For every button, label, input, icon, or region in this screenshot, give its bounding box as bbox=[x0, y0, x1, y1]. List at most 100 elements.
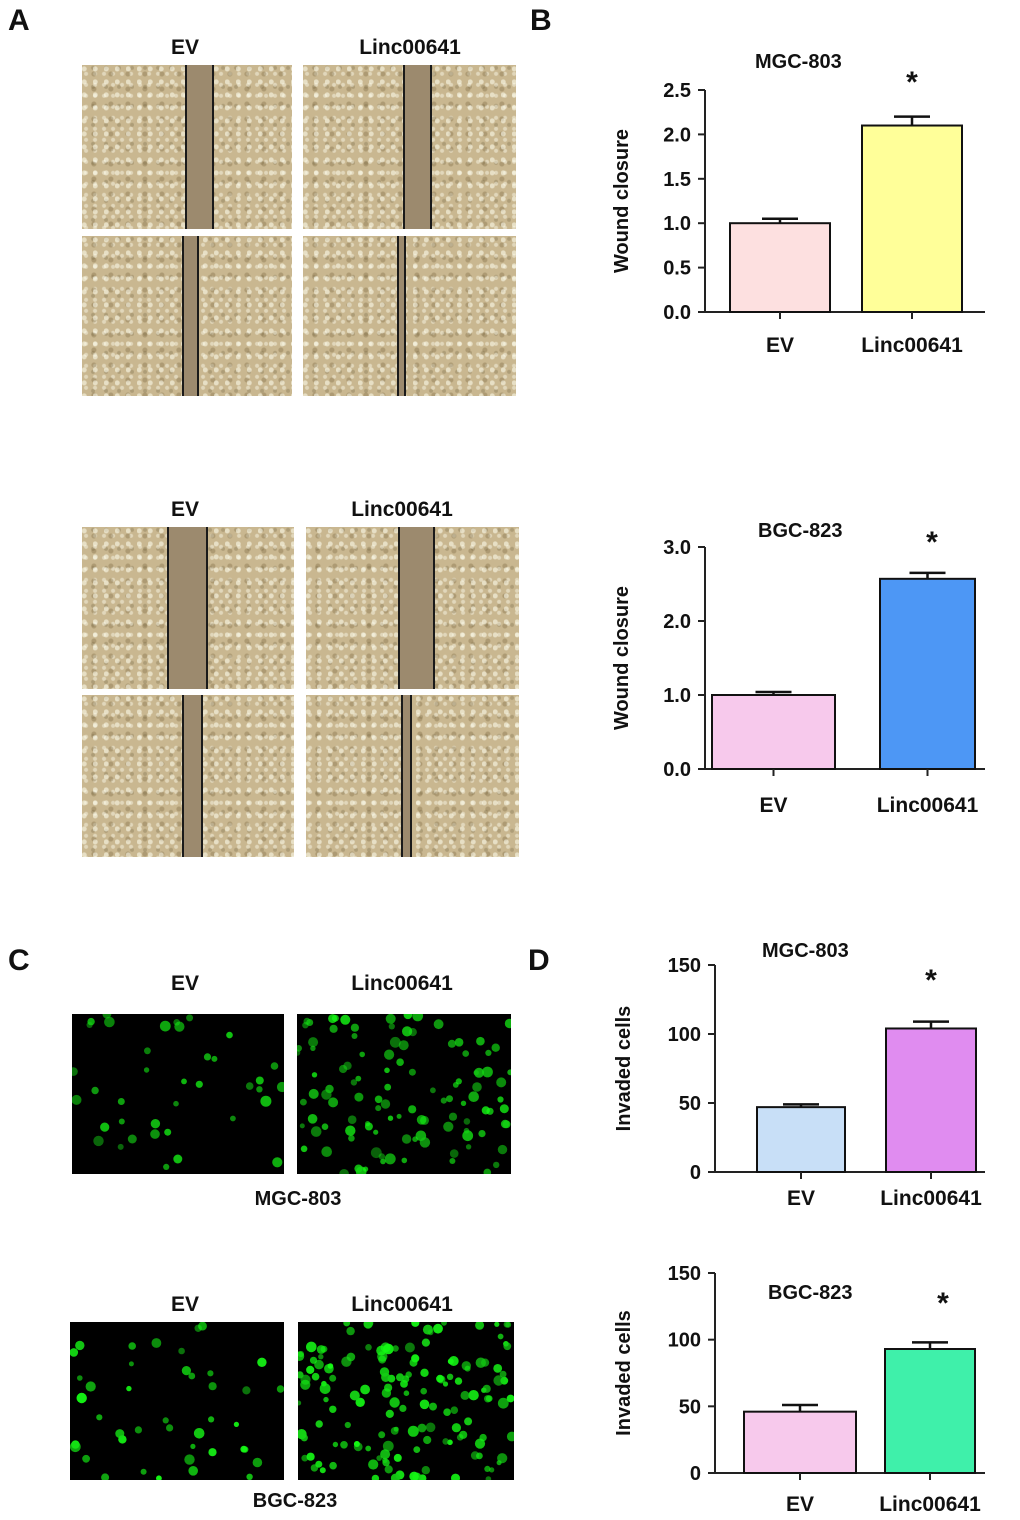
col-label-linc: Linc00641 bbox=[359, 36, 461, 59]
cell-dot bbox=[101, 1473, 110, 1480]
cell-line-label: MGC-803 bbox=[254, 1188, 342, 1210]
cell-dot bbox=[384, 1067, 390, 1074]
cell-dot bbox=[151, 1338, 162, 1348]
y-tick-label: 0 bbox=[690, 1162, 701, 1184]
cell-dot bbox=[460, 1100, 467, 1106]
cell-dot bbox=[348, 1135, 355, 1142]
col-label-linc: Linc00641 bbox=[351, 1293, 453, 1316]
cell-dot bbox=[96, 1414, 103, 1421]
cell-dot bbox=[491, 1043, 500, 1052]
cell-dot bbox=[396, 1373, 404, 1382]
cell-dot bbox=[70, 1348, 79, 1357]
cell-dot bbox=[443, 1408, 451, 1416]
cell-dot bbox=[134, 1426, 142, 1434]
cell-dot bbox=[371, 1474, 380, 1480]
cell-dot bbox=[308, 1037, 319, 1048]
cell-dot bbox=[355, 1397, 365, 1407]
cell-dot bbox=[455, 1078, 462, 1085]
cell-dot bbox=[507, 1069, 511, 1076]
cell-dot bbox=[355, 1075, 362, 1082]
bar bbox=[879, 577, 976, 770]
cell-dot bbox=[100, 1122, 110, 1132]
cell-dot bbox=[419, 1137, 431, 1148]
chart-wound-bgc: BGC-823 0.0 1.0 2.0 3.0 Wound closure EV Linc00… bbox=[590, 510, 1010, 825]
cell-dot bbox=[461, 1361, 471, 1371]
cell-dot bbox=[310, 1464, 319, 1472]
cell-dot bbox=[443, 1121, 454, 1132]
cell-dot bbox=[350, 1023, 359, 1032]
cell-dot bbox=[482, 1066, 493, 1078]
cell-dot bbox=[270, 1062, 279, 1070]
invasion-image-mgc-linc bbox=[297, 1014, 511, 1174]
cell-dot bbox=[465, 1144, 472, 1150]
bar bbox=[756, 1106, 846, 1173]
cell-dot bbox=[208, 1448, 217, 1457]
cell-dot bbox=[378, 1355, 387, 1364]
cell-dot bbox=[506, 1431, 514, 1442]
cell-dot bbox=[72, 1094, 82, 1105]
cell-dot bbox=[162, 1417, 169, 1424]
cell-dot bbox=[503, 1342, 512, 1351]
cell-dot bbox=[416, 1115, 427, 1125]
cell-dot bbox=[159, 1020, 171, 1032]
y-axis-label: Invaded cells bbox=[613, 1006, 635, 1132]
cell-line-label: BGC-823 bbox=[252, 1490, 338, 1512]
cell-dot bbox=[385, 1409, 394, 1418]
cell-dot bbox=[298, 1429, 307, 1440]
cell-dot bbox=[476, 1452, 483, 1460]
cell-dot bbox=[449, 1149, 459, 1158]
cell-dot bbox=[86, 1021, 93, 1028]
y-tick-label: 2.0 bbox=[663, 124, 691, 146]
cell-dot bbox=[346, 1352, 356, 1362]
cell-dot bbox=[164, 1128, 172, 1136]
cell-dot bbox=[384, 1465, 393, 1474]
cell-dot bbox=[403, 1014, 413, 1020]
cell-dot bbox=[87, 1017, 95, 1026]
col-label-ev: EV bbox=[170, 36, 199, 59]
cell-dot bbox=[339, 1169, 349, 1174]
cell-dot bbox=[327, 1363, 334, 1369]
y-axis-label: Wound closure bbox=[611, 586, 633, 730]
invasion-image-bgc-linc bbox=[298, 1322, 514, 1480]
cell-dot bbox=[325, 1084, 334, 1094]
cell-dot bbox=[126, 1385, 132, 1392]
bar bbox=[861, 124, 963, 313]
cell-dot bbox=[411, 1354, 420, 1363]
cell-dot bbox=[392, 1345, 399, 1352]
col-label-ev: EV bbox=[170, 972, 199, 995]
cell-dot bbox=[350, 1079, 358, 1086]
cell-dot bbox=[321, 1146, 332, 1157]
cell-dot bbox=[403, 1390, 410, 1396]
cell-dot bbox=[242, 1386, 251, 1395]
cell-dot bbox=[203, 1053, 212, 1061]
y-tick-label: 1.0 bbox=[663, 213, 691, 235]
cell-dot bbox=[380, 1099, 391, 1109]
cell-dot bbox=[378, 1431, 386, 1439]
cell-dot bbox=[173, 1019, 180, 1026]
significance-star: * bbox=[937, 1287, 949, 1320]
cell-dot bbox=[411, 1322, 420, 1327]
cell-dot bbox=[496, 1077, 507, 1088]
cell-dot bbox=[188, 1466, 198, 1476]
y-tick-label: 0.5 bbox=[663, 258, 691, 280]
invasion-image-bgc-ev bbox=[70, 1322, 284, 1480]
x-tick-label: EV bbox=[766, 334, 794, 357]
chart-title: BGC-823 bbox=[768, 1282, 852, 1304]
cell-dot bbox=[380, 1449, 391, 1460]
cell-dot bbox=[306, 1365, 315, 1374]
cell-dot bbox=[382, 1440, 394, 1452]
cell-dot bbox=[240, 1445, 248, 1453]
cell-dot bbox=[425, 1422, 436, 1433]
cell-dot bbox=[193, 1428, 205, 1439]
panel-letter-a: A bbox=[8, 4, 30, 37]
cell-dot bbox=[252, 1457, 263, 1468]
panel-letter-d: D bbox=[528, 944, 550, 977]
cell-dot bbox=[451, 1473, 460, 1480]
chart-invasion-mgc: MGC-803 0 50 100 150 Invaded cells EV Linc00641… bbox=[590, 935, 1010, 1215]
chart-svg: BGC-823 0 50 100 150 Invaded cells EV Linc00641… bbox=[613, 1263, 985, 1516]
cell-dot bbox=[412, 1136, 418, 1142]
cell-dot bbox=[364, 1122, 373, 1131]
cell-dot bbox=[376, 1345, 387, 1356]
cell-dot bbox=[497, 1096, 504, 1103]
cell-dot bbox=[117, 1098, 125, 1105]
